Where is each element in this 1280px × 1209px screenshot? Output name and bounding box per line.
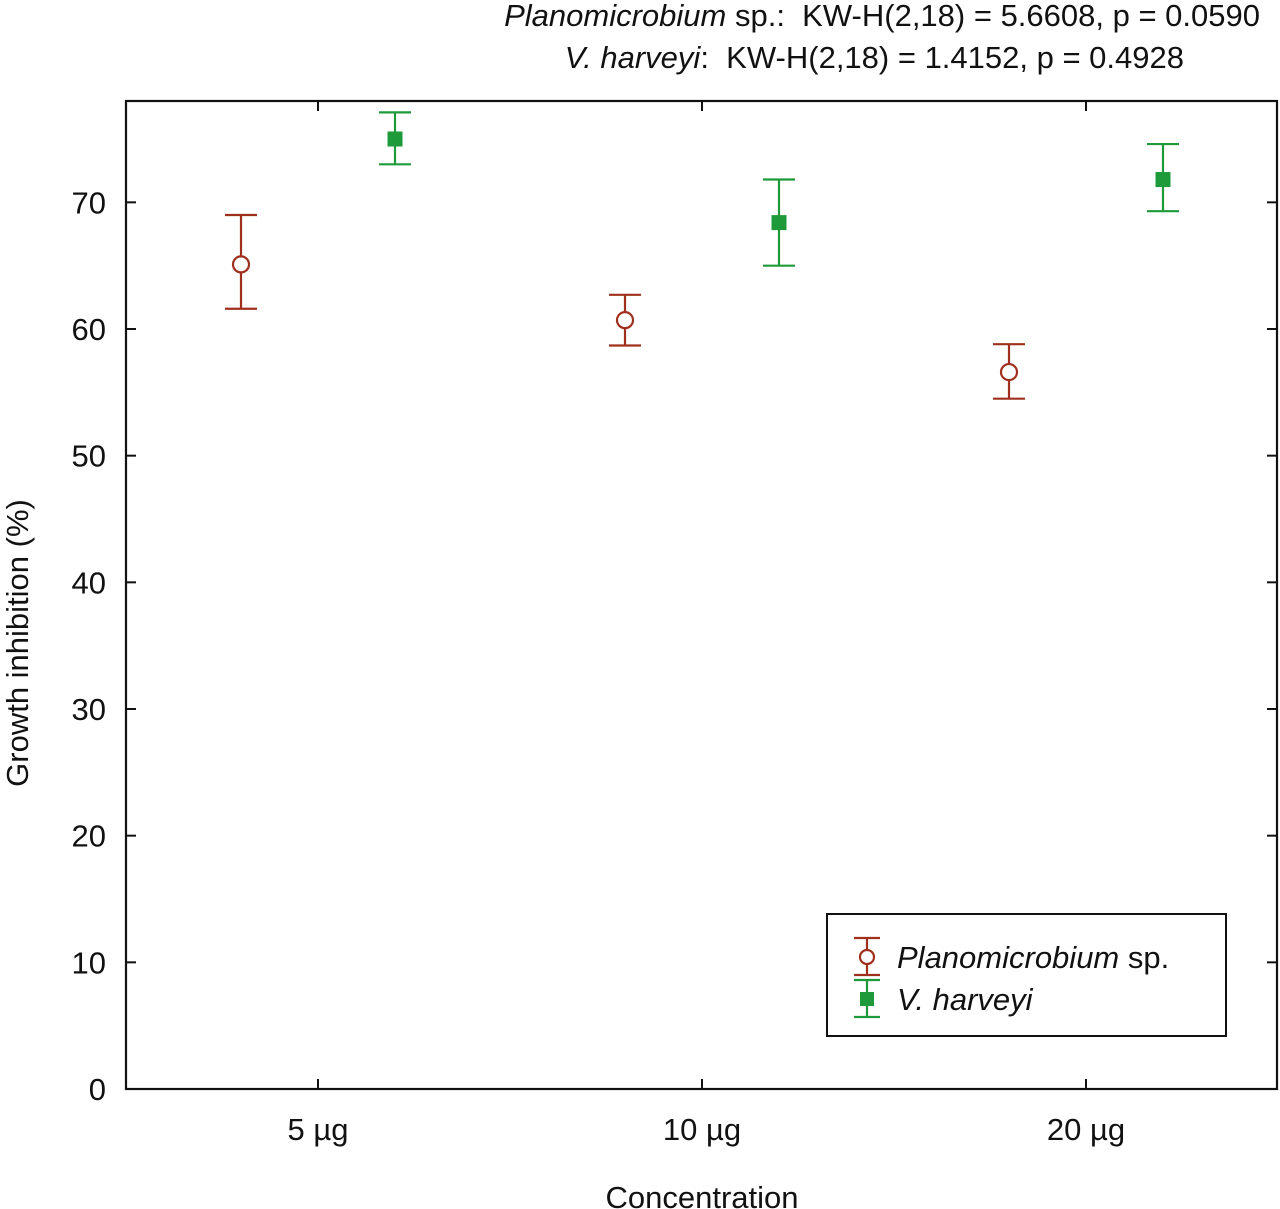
x-tick-label: 20 µg: [1047, 1112, 1125, 1147]
y-axis: 0 10 20 30 40 50 60 70: [72, 185, 1277, 1107]
stats-vharveyi-suffix: :: [700, 40, 709, 75]
data-marks: [225, 111, 1179, 400]
x-tick-label: 10 µg: [663, 1112, 741, 1147]
data-point-planomicrobium: [999, 362, 1019, 382]
legend-label-plain: sp.: [1119, 940, 1169, 975]
legend: Planomicrobium sp. V. harveyi: [826, 913, 1227, 1037]
y-tick-label: 40: [72, 565, 106, 600]
stats-vharveyi-species: V. harveyi: [564, 40, 701, 75]
data-point-vharveyi: [771, 215, 787, 231]
y-axis-label: Growth inhibition (%): [0, 499, 35, 787]
y-tick-label: 70: [72, 185, 106, 220]
stats-planomicrobium-suffix: sp.:: [734, 0, 785, 33]
stats-vharveyi: V. harveyi: KW-H(2,18) = 1.4152, p = 0.4…: [565, 42, 1184, 73]
legend-label-italic: V. harveyi: [897, 982, 1034, 1017]
x-axis-label: Concentration: [605, 1180, 798, 1209]
legend-marker-vharveyi: [860, 992, 874, 1006]
stats-planomicrobium: Planomicrobium sp.: KW-H(2,18) = 5.6608,…: [504, 0, 1260, 31]
x-axis: 5 µg 10 µg 20 µg: [288, 101, 1125, 1147]
y-tick-label: 60: [72, 312, 106, 347]
y-tick-label: 10: [72, 945, 106, 980]
data-point-planomicrobium: [231, 255, 251, 274]
data-point-planomicrobium: [615, 311, 635, 330]
stats-planomicrobium-species: Planomicrobium: [504, 0, 727, 33]
legend-label: V. harveyi: [897, 982, 1034, 1017]
y-tick-label: 0: [89, 1072, 106, 1107]
y-tick-label: 50: [72, 439, 106, 474]
legend-label: Planomicrobium sp.: [897, 940, 1169, 975]
legend-marker-planomicrobium: [858, 948, 876, 966]
data-point-vharveyi: [387, 131, 403, 147]
y-tick-label: 30: [72, 692, 106, 727]
x-tick-label: 5 µg: [288, 1112, 349, 1147]
legend-box: [826, 913, 1227, 1037]
stats-planomicrobium-test: KW-H(2,18) = 5.6608, p = 0.0590: [802, 0, 1260, 33]
stats-vharveyi-test: KW-H(2,18) = 1.4152, p = 0.4928: [726, 40, 1184, 75]
legend-label-italic: Planomicrobium: [897, 940, 1119, 975]
data-point-vharveyi: [1155, 172, 1171, 188]
y-tick-label: 20: [72, 819, 106, 854]
